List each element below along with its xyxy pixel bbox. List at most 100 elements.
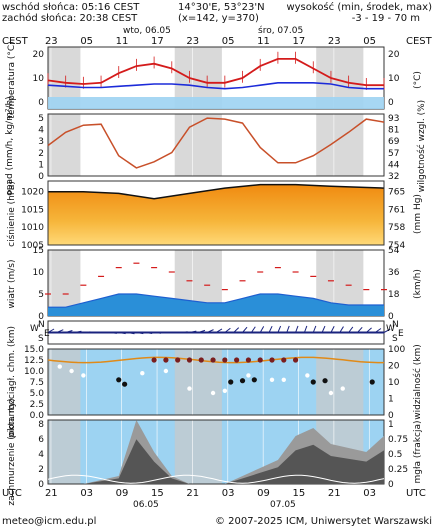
- wind-direction-arrow: [321, 325, 326, 333]
- top-hour-label: 17: [293, 36, 306, 47]
- cloud-tick-left: 15.0: [24, 345, 44, 355]
- pressure-axis-label-right: (mm Hg): [413, 194, 423, 234]
- visibility-tick-right: 1: [388, 395, 394, 405]
- cloud-dot: [340, 386, 345, 391]
- bottom-hour-label: 21: [328, 488, 341, 499]
- top-timezone-right: CEST: [406, 36, 433, 47]
- visibility-tick-right: 20: [388, 362, 400, 372]
- cloud-dot: [163, 368, 169, 374]
- top-day-1: wto, 06.05: [123, 26, 171, 36]
- cover-tick-left: 0: [38, 480, 44, 490]
- pressure-tick-right: 758: [388, 223, 405, 233]
- wind-direction-arrow: [277, 325, 282, 333]
- cloud-dot: [187, 386, 192, 391]
- pressure-axis-label: ciśnienie (hPa): [6, 181, 17, 247]
- top-hour-label: 11: [257, 36, 270, 47]
- top-hour-label: 11: [116, 36, 129, 47]
- cloud-cover-panel: 0 2 4 6 8 0 0.25 0.5 0.75 1 zachmurzenie (oktanty)…: [7, 398, 423, 505]
- precip-tick-left: 3: [38, 137, 44, 147]
- wind-tick-right: 18: [388, 290, 400, 300]
- bottom-day-2: 07.05: [270, 500, 296, 510]
- low-cloud-dot: [251, 377, 257, 383]
- wind-direction-arrow: [312, 325, 317, 333]
- bottom-hour-label: 03: [363, 488, 376, 499]
- temperature-line: [47, 58, 384, 87]
- wind-tick-left: 5: [38, 290, 44, 300]
- pressure-tick-right: 754: [388, 241, 405, 251]
- wind-speed-line: [48, 293, 384, 308]
- pressure-line: [48, 183, 385, 200]
- humidity-axis-label: wilgotność wzgl. (%): [416, 100, 427, 192]
- bottom-hour-label: 15: [151, 488, 164, 499]
- wind-direction-arrow: [198, 329, 206, 333]
- wind-direction-arrow: [154, 332, 162, 334]
- panel-frame: [47, 348, 385, 416]
- temperature-tick-left: 0: [38, 98, 44, 108]
- fog-tick-right: 0.25: [388, 465, 408, 475]
- wind-direction-arrow: [357, 327, 363, 333]
- visibility-axis-label: widzialność (km): [412, 344, 423, 420]
- wind-direction-arrow: [65, 329, 73, 333]
- cover-tick-left: 6: [38, 435, 44, 445]
- temperature-axis-label: temperatura (°C): [7, 41, 17, 118]
- humidity-tick-right: 81: [388, 126, 399, 136]
- fog-tick-right: 0.5: [388, 450, 402, 460]
- wind-direction-arrow: [233, 327, 240, 333]
- top-hour-label: 23: [45, 36, 58, 47]
- low-cloud-dot: [322, 378, 328, 384]
- coords-text: 14°30'E, 53°23'N: [178, 2, 265, 13]
- dew-point-line: [47, 82, 384, 90]
- cover-axis-label: zachmurzenie (oktanty): [7, 398, 17, 505]
- wind-panel: 0 5 10 15 0 18 36 54 wiatr (m/s) (km/h): [7, 246, 423, 322]
- high-cloud-dot: [257, 357, 263, 363]
- top-hour-labels: 23 05 11 17 23 05 11 17 23 05: [45, 36, 376, 47]
- humidity-tick-right: 57: [388, 149, 399, 159]
- wind-direction-arrow: [374, 328, 382, 333]
- cloud-dot: [69, 368, 74, 374]
- cloud-dot: [305, 373, 310, 378]
- temperature-tick-left: 10: [33, 74, 45, 84]
- wind-speed-area: [48, 294, 384, 316]
- wind-tick-left: 10: [33, 268, 45, 278]
- cloud-dot: [222, 388, 228, 393]
- low-cloud-dot: [122, 381, 128, 387]
- panel-frame: [47, 180, 385, 246]
- top-hour-label: 05: [80, 36, 93, 47]
- direction-label: N: [38, 320, 45, 330]
- cloud-tick-left: 2.5: [30, 400, 44, 410]
- footer-email[interactable]: meteo@icm.edu.pl: [2, 516, 96, 527]
- bottom-hour-label: 03: [222, 488, 235, 499]
- cloud-tick-left: 7.5: [30, 378, 44, 388]
- cloud-dot: [210, 390, 216, 396]
- cloud-tick-left: 12.5: [24, 356, 44, 366]
- low-cloud-dot: [228, 379, 234, 385]
- fog-tick-right: 0.75: [388, 435, 408, 445]
- cloud-dot: [246, 373, 251, 378]
- wind-direction-arrow: [330, 326, 335, 333]
- temperature-tick-right: 10: [388, 74, 400, 84]
- temperature-tick-right: 20: [388, 50, 400, 60]
- pressure-tick-left: 1015: [21, 205, 44, 215]
- temperature-panel: 0 0 10 10 20 20 temperatura (°C) (°C): [7, 41, 423, 118]
- cloud-tick-left: 5.0: [30, 389, 45, 399]
- bottom-hour-label: 09: [116, 488, 129, 499]
- sunrise-text: wschód słońca: 05:16 CEST: [2, 1, 140, 13]
- bottom-hour-labels: 21 03 09 15 21 03 09 15 21 03: [45, 488, 376, 499]
- cloud-axis-label: pion. rozciągł. chm. (km): [7, 326, 17, 438]
- cover-tick-left: 8: [38, 420, 44, 430]
- top-hour-label: 05: [222, 36, 235, 47]
- wind-direction-arrow: [303, 325, 308, 333]
- cloud-tick-left: 10.0: [24, 367, 44, 377]
- wind-axis-label-right: (km/h): [413, 269, 423, 299]
- precip-tick-left: 0: [38, 172, 44, 182]
- humidity-line: [47, 117, 385, 169]
- wind-direction-arrow: [215, 328, 223, 333]
- high-cloud-dot: [151, 357, 157, 363]
- high-cloud-dot: [163, 357, 169, 363]
- top-hour-label: 17: [151, 36, 164, 47]
- bottom-timezone-right: UTC: [406, 488, 426, 499]
- high-cloud-dot: [234, 357, 240, 363]
- humidity-tick-right: 32: [388, 172, 399, 182]
- wind-direction-arrow: [295, 325, 299, 333]
